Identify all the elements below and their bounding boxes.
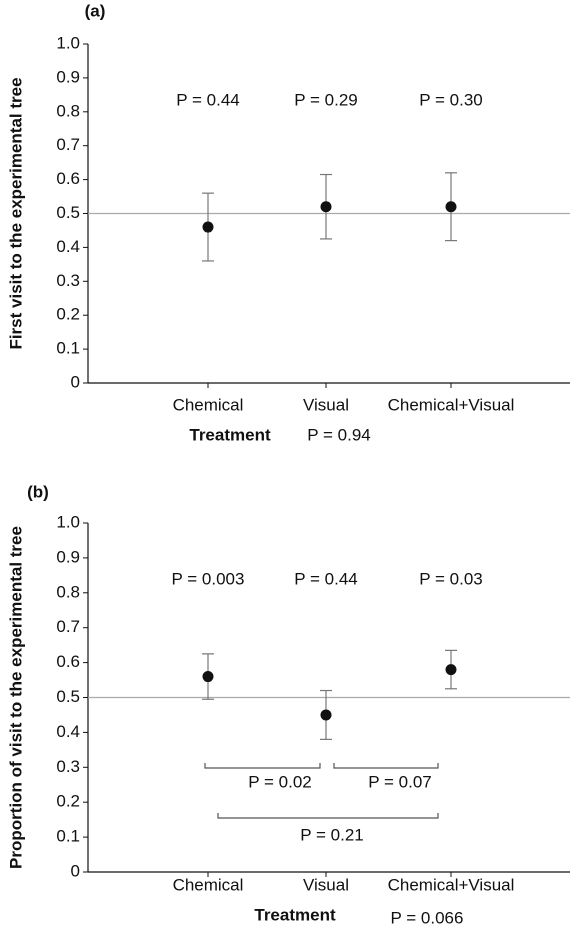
y-axis-label: First visit to the experimental tree <box>6 77 25 349</box>
annotation: P = 0.44 <box>176 90 240 109</box>
y-tick-label: 0.4 <box>56 237 80 256</box>
point <box>202 221 214 233</box>
panel-label: (b) <box>27 482 49 501</box>
annotation: P = 0.30 <box>419 90 483 109</box>
y-tick-label: 0.6 <box>56 169 80 188</box>
x-tick-label: Chemical+Visual <box>388 395 515 414</box>
x-axis-note: P = 0.94 <box>307 425 371 444</box>
x-axis-label: Treatment <box>189 425 271 444</box>
point <box>202 671 214 683</box>
annotation: P = 0.44 <box>294 569 358 588</box>
x-axis-label: Treatment <box>254 905 336 924</box>
y-tick-label: 1.0 <box>56 33 80 52</box>
y-axis-label: Proportion of visit to the experimental … <box>6 526 25 869</box>
x-tick-label: Chemical <box>173 875 244 894</box>
point <box>445 664 457 676</box>
x-tick-label: Chemical+Visual <box>388 875 515 894</box>
comparison-label: P = 0.02 <box>248 772 312 791</box>
x-tick-label: Visual <box>303 395 349 414</box>
annotation: P = 0.003 <box>172 569 245 588</box>
point <box>445 201 457 213</box>
y-tick-label: 0.1 <box>56 339 80 358</box>
annotation: P = 0.29 <box>294 90 358 109</box>
y-tick-label: 1.0 <box>56 512 80 531</box>
y-tick-label: 0.8 <box>56 101 80 120</box>
comparison-label: P = 0.07 <box>368 772 432 791</box>
y-tick-label: 0.8 <box>56 582 80 601</box>
y-tick-label: 0.5 <box>56 203 80 222</box>
x-tick-label: Visual <box>303 875 349 894</box>
y-tick-label: 0.6 <box>56 652 80 671</box>
comparison-bracket <box>217 813 439 819</box>
annotation: P = 0.03 <box>419 569 483 588</box>
y-tick-label: 0.4 <box>56 722 80 741</box>
y-tick-label: 0 <box>71 861 80 880</box>
point <box>320 709 332 721</box>
comparison-bracket <box>204 763 321 769</box>
y-tick-label: 0.9 <box>56 67 80 86</box>
x-tick-label: Chemical <box>173 395 244 414</box>
panel-label: (a) <box>85 1 106 20</box>
y-tick-label: 0.5 <box>56 687 80 706</box>
y-tick-label: 0.7 <box>56 135 80 154</box>
y-tick-label: 0.1 <box>56 827 80 846</box>
y-tick-label: 0.3 <box>56 757 80 776</box>
comparison-bracket <box>333 763 439 769</box>
comparison-label: P = 0.21 <box>300 825 364 844</box>
point <box>320 201 332 213</box>
y-tick-label: 0.9 <box>56 547 80 566</box>
y-tick-label: 0.7 <box>56 617 80 636</box>
y-tick-label: 0.2 <box>56 792 80 811</box>
y-tick-label: 0.3 <box>56 271 80 290</box>
x-axis-note: P = 0.066 <box>391 908 464 927</box>
y-tick-label: 0.2 <box>56 305 80 324</box>
y-tick-label: 0 <box>71 372 80 391</box>
